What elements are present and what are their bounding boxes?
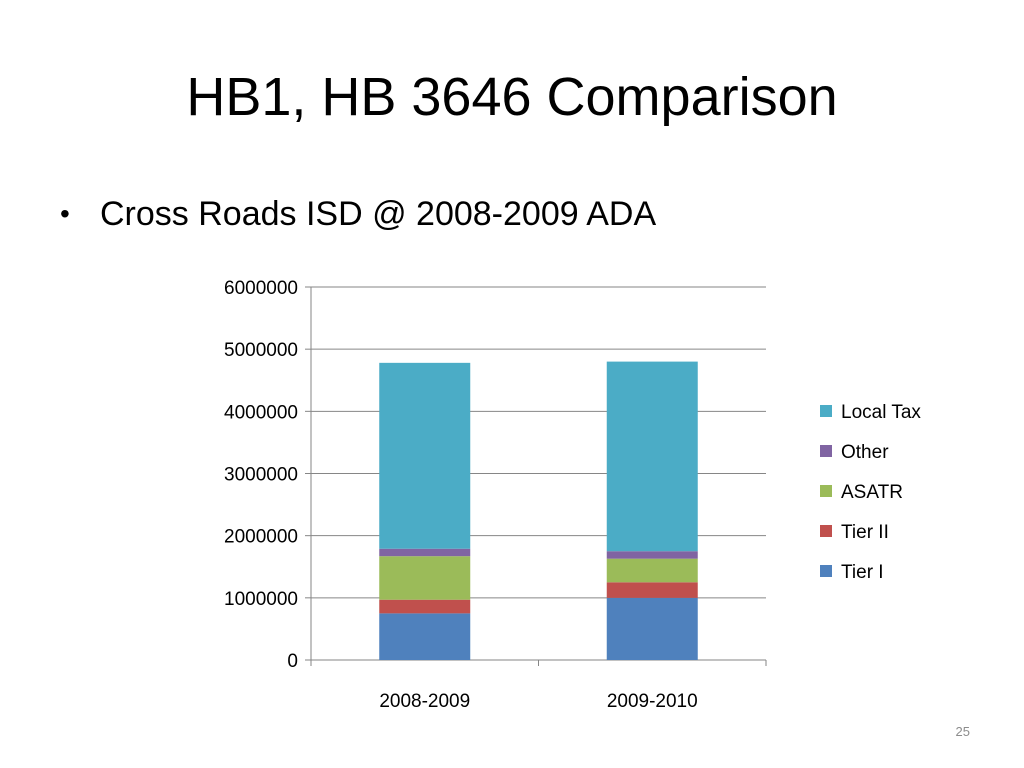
y-tick-label: 6000000	[224, 278, 298, 299]
legend-label: ASATR	[841, 482, 903, 503]
bar-segment-local-tax	[379, 362, 471, 549]
y-tick-label: 1000000	[224, 589, 298, 610]
bar-segment-asatr	[606, 558, 698, 583]
legend-swatch	[820, 405, 832, 417]
y-tick-label: 3000000	[224, 465, 298, 486]
y-tick-label: 0	[287, 651, 298, 672]
bar-segment-asatr	[379, 556, 471, 600]
legend-label: Local Tax	[841, 402, 921, 423]
bullet-text: Cross Roads ISD @ 2008-2009 ADA	[100, 195, 657, 233]
bar-segment-local-tax	[606, 361, 698, 552]
legend-swatch	[820, 525, 832, 537]
bullet-item: • Cross Roads ISD @ 2008-2009 ADA	[60, 190, 656, 238]
tick-labels: 0 1000000 2000000 3000000 4000000 5000000 6000…	[224, 278, 698, 712]
x-tick-label: 2009-2010	[607, 691, 698, 712]
bar-segment-tier-i	[379, 613, 471, 660]
slide-number: 25	[955, 724, 970, 739]
bar-segment-tier-ii	[606, 582, 698, 598]
y-tick-label: 2000000	[224, 527, 298, 548]
y-tick-label: 4000000	[224, 402, 298, 423]
legend-swatch	[820, 565, 832, 577]
bar-segment-other	[606, 551, 698, 559]
legend-label: Other	[841, 442, 889, 463]
legend-label: Tier I	[841, 562, 884, 583]
legend: Local Tax Other ASATR Tier II Tier I	[820, 402, 921, 583]
bar-segment-tier-i	[606, 597, 698, 660]
y-tick-label: 5000000	[224, 340, 298, 361]
legend-label: Tier II	[841, 522, 889, 543]
slide-title: HB1, HB 3646 Comparison	[186, 67, 838, 127]
x-tick-label: 2008-2009	[379, 691, 470, 712]
legend-swatch	[820, 445, 832, 457]
legend-swatch	[820, 485, 832, 497]
bars	[379, 361, 698, 660]
bar-segment-other	[379, 548, 471, 557]
bar-segment-tier-ii	[379, 599, 471, 614]
bullet-dot-icon: •	[60, 198, 70, 229]
